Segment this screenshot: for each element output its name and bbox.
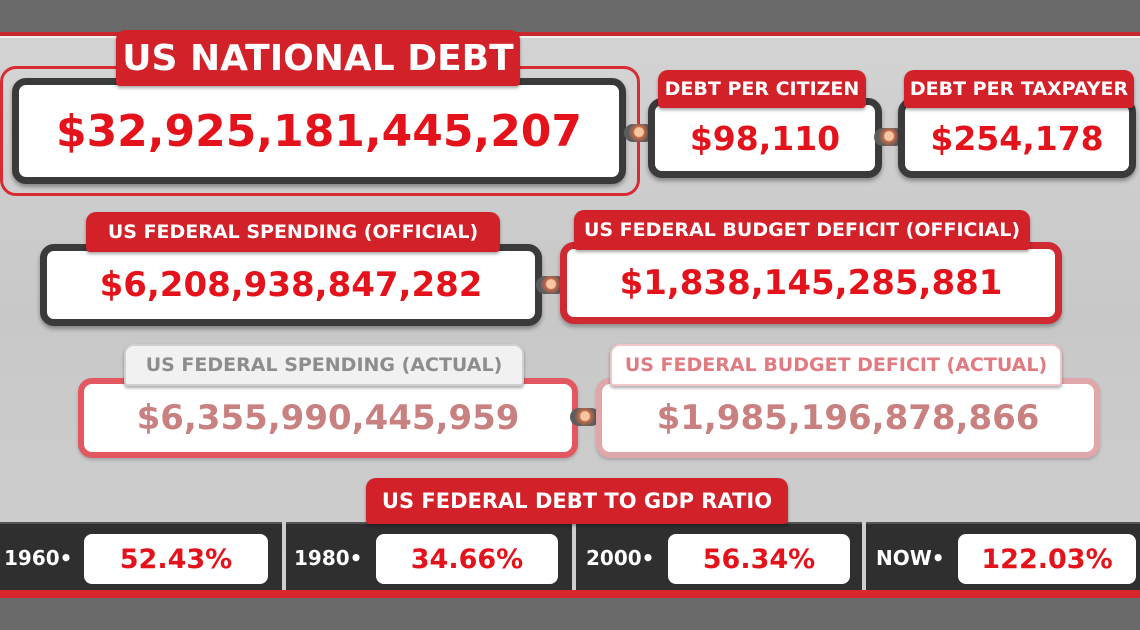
debt-per-taxpayer-label: DEBT PER TAXPAYER: [904, 70, 1134, 108]
deficit-official-label: US FEDERAL BUDGET DEFICIT (OFFICIAL): [574, 210, 1030, 250]
gdp-ratio-value: 56.34%: [668, 534, 850, 584]
spending-official-label: US FEDERAL SPENDING (OFFICIAL): [86, 212, 500, 252]
deficit-actual-value: $1,985,196,878,866: [596, 378, 1100, 458]
gdp-ratio-label: US FEDERAL DEBT TO GDP RATIO: [366, 478, 788, 524]
gdp-ratio-value: 34.66%: [376, 534, 558, 584]
spending-actual-label: US FEDERAL SPENDING (ACTUAL): [124, 344, 524, 386]
gdp-cell-1960: 1960• 52.43%: [0, 522, 282, 590]
gdp-year-label: 1960•: [4, 546, 73, 570]
gdp-cell-now: NOW• 122.03%: [866, 522, 1140, 590]
bottom-divider: [0, 590, 1140, 598]
gdp-cell-2000: 2000• 56.34%: [576, 522, 862, 590]
gdp-year-label: 2000•: [586, 546, 655, 570]
national-debt-label: US NATIONAL DEBT: [116, 30, 520, 86]
deficit-official-value: $1,838,145,285,881: [560, 242, 1062, 324]
gdp-ratio-value: 122.03%: [958, 534, 1136, 584]
debt-per-citizen-value: $98,110: [648, 98, 882, 178]
spending-actual-value: $6,355,990,445,959: [78, 378, 578, 458]
connector-link-icon: [536, 276, 566, 294]
bottom-band: [0, 598, 1140, 630]
debt-per-taxpayer-value: $254,178: [898, 98, 1136, 178]
connector-link-icon: [874, 128, 904, 146]
connector-link-icon: [624, 124, 654, 142]
spending-official-value: $6,208,938,847,282: [40, 244, 542, 326]
debt-per-citizen-label: DEBT PER CITIZEN: [658, 70, 866, 108]
gdp-ratio-row: 1960• 52.43% 1980• 34.66% 2000• 56.34% N…: [0, 522, 1140, 590]
connector-link-icon: [570, 408, 600, 426]
national-debt-value: $32,925,181,445,207: [12, 78, 626, 184]
deficit-actual-label: US FEDERAL BUDGET DEFICIT (ACTUAL): [610, 344, 1062, 386]
gdp-year-label: NOW•: [876, 546, 945, 570]
gdp-year-label: 1980•: [294, 546, 363, 570]
gdp-cell-1980: 1980• 34.66%: [286, 522, 572, 590]
top-divider: [0, 32, 1140, 38]
gdp-ratio-value: 52.43%: [84, 534, 268, 584]
top-band: [0, 0, 1140, 32]
